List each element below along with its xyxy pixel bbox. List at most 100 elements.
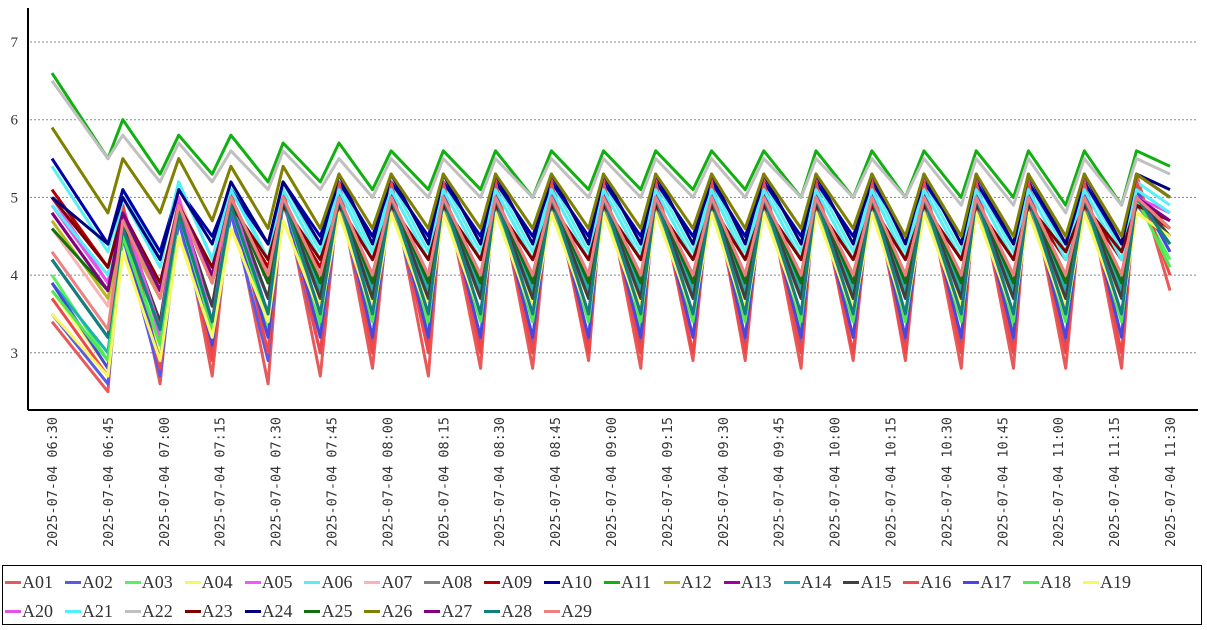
legend-swatch bbox=[903, 581, 920, 584]
line-chart: 3 4 5 6 7 2025-07-04 06:30 2025-07-04 06:45 202… bbox=[11, 8, 1198, 547]
legend-item-a04[interactable]: A04 bbox=[184, 568, 245, 597]
series-line-a28 bbox=[50, 195, 1172, 339]
legend-swatch bbox=[544, 610, 561, 613]
legend-item-a24[interactable]: A24 bbox=[244, 597, 305, 626]
legend-item-a29[interactable]: A29 bbox=[544, 597, 604, 626]
legend-label: A29 bbox=[561, 601, 593, 621]
legend-item-a12[interactable]: A12 bbox=[663, 568, 724, 597]
legend-item-a21[interactable]: A21 bbox=[64, 597, 125, 626]
series-line-a26 bbox=[50, 126, 1171, 238]
legend-swatch bbox=[424, 610, 441, 613]
series-line-a29 bbox=[50, 195, 1172, 331]
legend-item-a26[interactable]: A26 bbox=[364, 597, 424, 626]
legend-label: A22 bbox=[141, 601, 173, 621]
legend-item-a11[interactable]: A11 bbox=[603, 568, 664, 597]
legend-swatch bbox=[64, 610, 81, 613]
legend-swatch bbox=[364, 581, 381, 584]
legend-label: A16 bbox=[920, 572, 952, 592]
legend-swatch bbox=[663, 581, 680, 584]
legend-swatch bbox=[184, 610, 201, 613]
legend-swatch bbox=[124, 610, 141, 613]
legend-item-a20[interactable]: A20 bbox=[5, 597, 65, 626]
legend-label: A07 bbox=[381, 572, 413, 592]
legend-item-a19[interactable]: A19 bbox=[1083, 568, 1143, 597]
legend-label: A09 bbox=[501, 572, 533, 592]
x-tick-label: 2025-07-04 07:45 bbox=[325, 417, 341, 547]
y-tick-label: 3 bbox=[11, 346, 19, 362]
legend-label: A27 bbox=[441, 601, 473, 621]
legend-item-a13[interactable]: A13 bbox=[723, 568, 784, 597]
axes: 3 4 5 6 7 2025-07-04 06:30 2025-07-04 06:45 202… bbox=[11, 8, 1198, 547]
legend-swatch bbox=[1023, 581, 1040, 584]
legend-item-a16[interactable]: A16 bbox=[903, 568, 963, 597]
legend-item-a01[interactable]: A01 bbox=[5, 568, 65, 597]
legend-item-a25[interactable]: A25 bbox=[304, 597, 364, 626]
x-tick-label: 2025-07-04 09:00 bbox=[604, 417, 620, 547]
legend-item-a10[interactable]: A10 bbox=[544, 568, 604, 597]
legend-label: A05 bbox=[261, 572, 293, 592]
series-line-a11 bbox=[50, 72, 1171, 207]
x-tick-label: 2025-07-04 11:00 bbox=[1051, 417, 1067, 547]
legend-swatch bbox=[424, 581, 441, 584]
legend-item-a28[interactable]: A28 bbox=[484, 597, 544, 626]
legend-item-a22[interactable]: A22 bbox=[124, 597, 185, 626]
legend-swatch bbox=[723, 581, 740, 584]
legend-swatch bbox=[484, 581, 501, 584]
legend-swatch bbox=[843, 581, 860, 584]
x-tick-label: 2025-07-04 09:30 bbox=[716, 417, 732, 547]
x-tick-label: 2025-07-04 09:45 bbox=[772, 417, 788, 547]
legend-item-a09[interactable]: A09 bbox=[484, 568, 544, 597]
legend-label: A08 bbox=[441, 572, 473, 592]
legend-item-a27[interactable]: A27 bbox=[424, 597, 484, 626]
x-tick-label: 2025-07-04 10:30 bbox=[939, 417, 955, 547]
x-tick-label: 2025-07-04 11:30 bbox=[1163, 417, 1179, 547]
legend-swatch bbox=[1083, 581, 1100, 584]
legend-swatch bbox=[184, 581, 201, 584]
legend-item-a14[interactable]: A14 bbox=[783, 568, 844, 597]
legend-label: A10 bbox=[561, 572, 593, 592]
y-tick-label: 4 bbox=[11, 268, 19, 284]
legend-label: A28 bbox=[501, 601, 533, 621]
x-tick-label: 2025-07-04 06:30 bbox=[45, 417, 61, 547]
legend-item-a08[interactable]: A08 bbox=[424, 568, 484, 597]
legend-label: A02 bbox=[81, 572, 113, 592]
legend-item-a17[interactable]: A17 bbox=[963, 568, 1023, 597]
x-tick-label: 2025-07-04 07:30 bbox=[269, 417, 285, 547]
legend-item-a06[interactable]: A06 bbox=[304, 568, 364, 597]
legend-swatch bbox=[544, 581, 561, 584]
series-lines bbox=[50, 72, 1172, 394]
legend-label: A12 bbox=[680, 572, 712, 592]
legend-label: A03 bbox=[141, 572, 173, 592]
legend-label: A19 bbox=[1100, 572, 1132, 592]
legend-swatch bbox=[124, 581, 141, 584]
series-line-a22 bbox=[50, 79, 1171, 215]
legend-swatch bbox=[304, 610, 321, 613]
legend-swatch bbox=[364, 610, 381, 613]
legend-item-a07[interactable]: A07 bbox=[364, 568, 424, 597]
legend-label: A11 bbox=[620, 572, 652, 592]
legend-label: A06 bbox=[321, 572, 353, 592]
legend-label: A26 bbox=[381, 601, 413, 621]
y-tick-label: 5 bbox=[11, 190, 19, 206]
legend-item-a15[interactable]: A15 bbox=[843, 568, 903, 597]
legend-label: A25 bbox=[321, 601, 353, 621]
legend-swatch bbox=[783, 581, 800, 584]
legend-label: A13 bbox=[740, 572, 772, 592]
x-tick-label: 2025-07-04 06:45 bbox=[101, 417, 117, 547]
series-line-a19 bbox=[50, 211, 1171, 378]
legend-swatch bbox=[64, 581, 81, 584]
legend-item-a18[interactable]: A18 bbox=[1023, 568, 1083, 597]
x-tick-label: 2025-07-04 11:15 bbox=[1107, 417, 1123, 547]
legend-label: A20 bbox=[22, 601, 53, 621]
x-tick-label: 2025-07-04 07:00 bbox=[157, 417, 173, 547]
x-tick-label: 2025-07-04 10:00 bbox=[828, 417, 844, 547]
legend-item-a23[interactable]: A23 bbox=[184, 597, 245, 626]
legend-item-a03[interactable]: A03 bbox=[124, 568, 185, 597]
x-tick-label: 2025-07-04 07:15 bbox=[213, 417, 229, 547]
legend-swatch bbox=[5, 581, 21, 584]
legend-swatch bbox=[244, 610, 261, 613]
legend-label: A18 bbox=[1040, 572, 1072, 592]
y-tick-label: 6 bbox=[11, 113, 19, 129]
legend-item-a02[interactable]: A02 bbox=[64, 568, 125, 597]
legend-item-a05[interactable]: A05 bbox=[244, 568, 305, 597]
